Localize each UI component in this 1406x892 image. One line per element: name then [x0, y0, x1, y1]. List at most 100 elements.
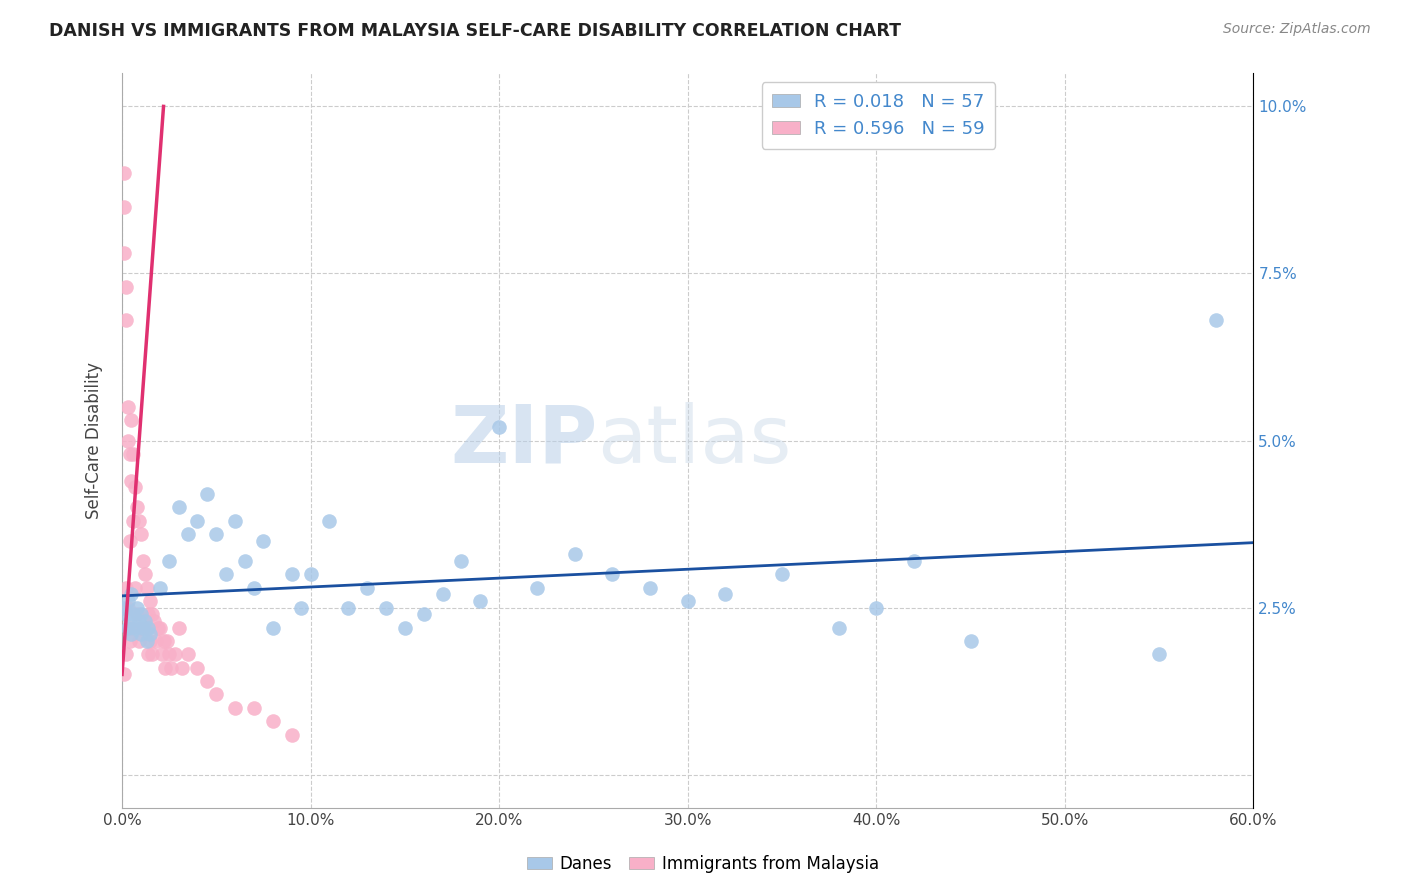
Point	[139, 627, 162, 641]
Point	[156, 634, 179, 648]
Point	[122, 607, 145, 622]
Point	[138, 648, 160, 662]
Point	[177, 527, 200, 541]
Text: ZIP: ZIP	[450, 401, 598, 480]
Point	[129, 607, 152, 622]
Point	[145, 634, 167, 648]
Point	[112, 246, 135, 260]
Point	[959, 634, 981, 648]
Point	[450, 554, 472, 568]
Point	[394, 621, 416, 635]
Point	[1147, 648, 1170, 662]
Point	[195, 674, 218, 689]
Point	[128, 514, 150, 528]
Point	[337, 600, 360, 615]
Point	[122, 514, 145, 528]
Point	[526, 581, 548, 595]
Point	[163, 648, 186, 662]
Point	[128, 614, 150, 628]
Point	[135, 634, 157, 648]
Point	[903, 554, 925, 568]
Point	[118, 447, 141, 461]
Point	[290, 600, 312, 615]
Point	[117, 400, 139, 414]
Point	[112, 166, 135, 180]
Point	[114, 280, 136, 294]
Point	[172, 661, 194, 675]
Point	[139, 594, 162, 608]
Legend: R = 0.018   N = 57, R = 0.596   N = 59: R = 0.018 N = 57, R = 0.596 N = 59	[762, 82, 995, 149]
Point	[129, 527, 152, 541]
Text: atlas: atlas	[598, 401, 792, 480]
Point	[129, 621, 152, 635]
Point	[638, 581, 661, 595]
Point	[141, 607, 163, 622]
Point	[318, 514, 340, 528]
Point	[243, 701, 266, 715]
Legend: Danes, Immigrants from Malaysia: Danes, Immigrants from Malaysia	[520, 848, 886, 880]
Point	[121, 627, 143, 641]
Point	[470, 594, 492, 608]
Point	[132, 621, 155, 635]
Point	[714, 587, 737, 601]
Point	[281, 728, 304, 742]
Point	[432, 587, 454, 601]
Point	[299, 567, 322, 582]
Point	[135, 581, 157, 595]
Point	[117, 434, 139, 448]
Point	[122, 447, 145, 461]
Point	[127, 600, 149, 615]
Point	[412, 607, 434, 622]
Point	[564, 547, 586, 561]
Point	[138, 621, 160, 635]
Point	[128, 634, 150, 648]
Point	[252, 533, 274, 548]
Point	[676, 594, 699, 608]
Point	[243, 581, 266, 595]
Point	[124, 480, 146, 494]
Point	[118, 533, 141, 548]
Point	[224, 701, 246, 715]
Point	[135, 621, 157, 635]
Point	[118, 634, 141, 648]
Point	[143, 614, 166, 628]
Point	[155, 661, 177, 675]
Point	[149, 621, 172, 635]
Point	[152, 634, 174, 648]
Point	[117, 621, 139, 635]
Point	[121, 587, 143, 601]
Point	[121, 413, 143, 427]
Point	[186, 514, 208, 528]
Point	[129, 627, 152, 641]
Y-axis label: Self-Care Disability: Self-Care Disability	[86, 362, 103, 519]
Point	[205, 527, 228, 541]
Text: DANISH VS IMMIGRANTS FROM MALAYSIA SELF-CARE DISABILITY CORRELATION CHART: DANISH VS IMMIGRANTS FROM MALAYSIA SELF-…	[49, 22, 901, 40]
Point	[117, 594, 139, 608]
Point	[167, 500, 190, 515]
Point	[134, 621, 156, 635]
Point	[138, 607, 160, 622]
Point	[157, 648, 180, 662]
Point	[114, 313, 136, 327]
Point	[114, 581, 136, 595]
Point	[112, 667, 135, 681]
Point	[167, 621, 190, 635]
Point	[205, 688, 228, 702]
Point	[114, 607, 136, 622]
Point	[117, 600, 139, 615]
Point	[112, 200, 135, 214]
Point	[134, 567, 156, 582]
Point	[121, 474, 143, 488]
Point	[186, 661, 208, 675]
Point	[281, 567, 304, 582]
Point	[770, 567, 793, 582]
Text: Source: ZipAtlas.com: Source: ZipAtlas.com	[1223, 22, 1371, 37]
Point	[262, 714, 284, 729]
Point	[262, 621, 284, 635]
Point	[141, 648, 163, 662]
Point	[375, 600, 398, 615]
Point	[127, 607, 149, 622]
Point	[600, 567, 623, 582]
Point	[127, 500, 149, 515]
Point	[150, 648, 173, 662]
